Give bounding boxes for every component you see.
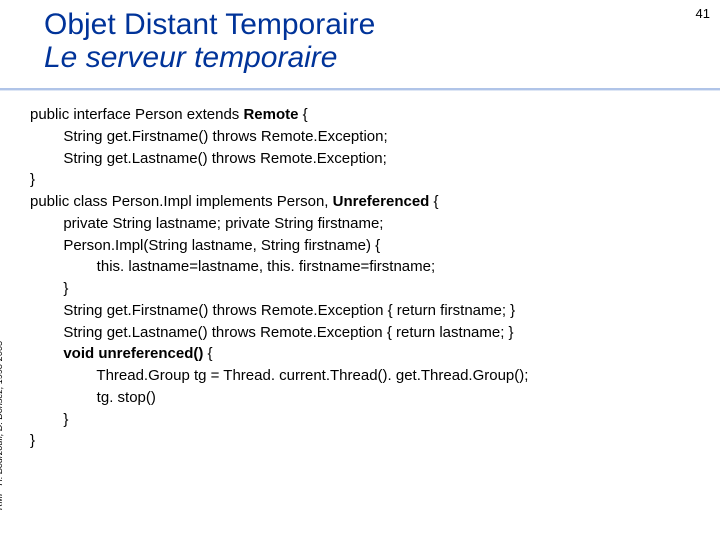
title-block: Objet Distant Temporaire Le serveur temp…: [44, 8, 604, 74]
code-line: }: [30, 169, 700, 191]
code-line: }: [30, 409, 700, 431]
code-line: Person.Impl(String lastname, String firs…: [30, 235, 700, 257]
title-line-2: Le serveur temporaire: [44, 41, 604, 74]
code-text: {: [203, 345, 212, 362]
code-text: [30, 345, 63, 362]
code-line: String get.Firstname() throws Remote.Exc…: [30, 300, 700, 322]
code-line: }: [30, 430, 700, 452]
code-line: tg. stop(): [30, 387, 700, 409]
code-text: public interface Person extends: [30, 106, 243, 123]
code-line: void unreferenced() {: [30, 343, 700, 365]
code-text: public class Person.Impl implements Pers…: [30, 193, 333, 210]
page-number: 41: [696, 6, 710, 21]
code-line: String get.Lastname() throws Remote.Exce…: [30, 148, 700, 170]
code-bold: Unreferenced: [333, 193, 430, 210]
code-line: Thread.Group tg = Thread. current.Thread…: [30, 365, 700, 387]
code-line: String get.Firstname() throws Remote.Exc…: [30, 126, 700, 148]
code-line: }: [30, 278, 700, 300]
title-line-1: Objet Distant Temporaire: [44, 8, 604, 41]
code-bold: void unreferenced(): [63, 345, 203, 362]
credit-text: RMI - H. Bourzoufi, D. Donsez, 1998-2003: [0, 341, 4, 510]
code-bold: Remote: [243, 106, 298, 123]
code-line: public class Person.Impl implements Pers…: [30, 191, 700, 213]
slide: 41 Objet Distant Temporaire Le serveur t…: [0, 0, 720, 540]
code-line: public interface Person extends Remote {: [30, 104, 700, 126]
code-line: this. lastname=lastname, this. firstname…: [30, 256, 700, 278]
title-underline: [0, 88, 720, 91]
code-line: String get.Lastname() throws Remote.Exce…: [30, 322, 700, 344]
code-line: private String lastname; private String …: [30, 213, 700, 235]
code-body: public interface Person extends Remote {…: [30, 104, 700, 452]
code-text: {: [429, 193, 438, 210]
code-text: {: [298, 106, 307, 123]
